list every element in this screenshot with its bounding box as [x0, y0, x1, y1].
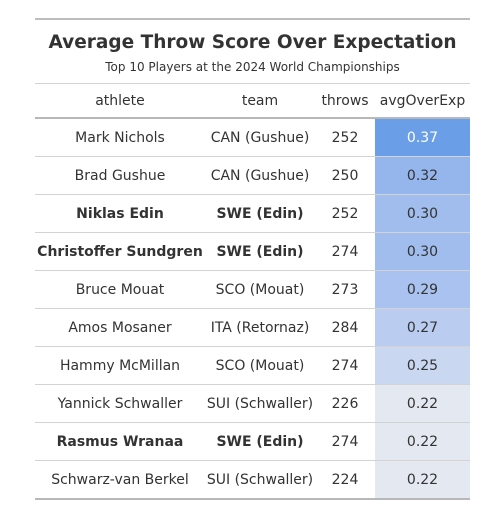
subtitle-rule	[35, 83, 470, 84]
throws-cell: 252	[315, 194, 375, 233]
team-cell: SWE (Edin)	[205, 422, 315, 461]
athlete-cell: Amos Mosaner	[35, 308, 205, 347]
score-table-container: Average Throw Score Over Expectation Top…	[35, 18, 470, 500]
throws-cell: 274	[315, 422, 375, 461]
avg-over-exp-cell: 0.25	[375, 346, 470, 385]
table-row: Niklas Edin SWE (Edin) 252 0.30	[35, 194, 470, 233]
table-row: Brad Gushue CAN (Gushue) 250 0.32	[35, 156, 470, 195]
avg-over-exp-cell: 0.32	[375, 156, 470, 195]
header-row: athlete team throws avgOverExp	[35, 84, 470, 119]
throws-cell: 226	[315, 384, 375, 423]
athlete-cell: Mark Nichols	[35, 118, 205, 157]
table-row: Schwarz-van Berkel SUI (Schwaller) 224 0.22	[35, 460, 470, 500]
player-table: athlete team throws avgOverExp Mark Nich…	[35, 84, 470, 500]
table-row: Hammy McMillan SCO (Mouat) 274 0.25	[35, 346, 470, 385]
athlete-cell: Schwarz-van Berkel	[35, 460, 205, 500]
throws-cell: 250	[315, 156, 375, 195]
athlete-cell: Niklas Edin	[35, 194, 205, 233]
team-cell: SUI (Schwaller)	[205, 384, 315, 423]
throws-cell: 284	[315, 308, 375, 347]
throws-cell: 274	[315, 232, 375, 271]
avg-over-exp-cell: 0.22	[375, 384, 470, 423]
table-row: Bruce Mouat SCO (Mouat) 273 0.29	[35, 270, 470, 309]
table-row: Rasmus Wranaa SWE (Edin) 274 0.22	[35, 422, 470, 461]
table-row: Amos Mosaner ITA (Retornaz) 284 0.27	[35, 308, 470, 347]
team-cell: CAN (Gushue)	[205, 118, 315, 157]
table-title: Average Throw Score Over Expectation	[48, 32, 457, 53]
team-cell: SUI (Schwaller)	[205, 460, 315, 500]
athlete-cell: Hammy McMillan	[35, 346, 205, 385]
column-header-athlete: athlete	[35, 84, 205, 119]
top-rule	[35, 18, 470, 20]
column-header-team: team	[205, 84, 315, 119]
column-header-avg-over-exp: avgOverExp	[375, 84, 470, 119]
table-row: Yannick Schwaller SUI (Schwaller) 226 0.22	[35, 384, 470, 423]
athlete-cell: Brad Gushue	[35, 156, 205, 195]
team-cell: ITA (Retornaz)	[205, 308, 315, 347]
throws-cell: 224	[315, 460, 375, 500]
athlete-cell: Bruce Mouat	[35, 270, 205, 309]
throws-cell: 274	[315, 346, 375, 385]
athlete-cell: Christoffer Sundgren	[35, 232, 205, 271]
team-cell: SCO (Mouat)	[205, 346, 315, 385]
athlete-cell: Yannick Schwaller	[35, 384, 205, 423]
athlete-cell: Rasmus Wranaa	[35, 422, 205, 461]
team-cell: CAN (Gushue)	[205, 156, 315, 195]
throws-cell: 252	[315, 118, 375, 157]
avg-over-exp-cell: 0.29	[375, 270, 470, 309]
team-cell: SWE (Edin)	[205, 232, 315, 271]
team-cell: SCO (Mouat)	[205, 270, 315, 309]
avg-over-exp-cell: 0.37	[375, 118, 470, 157]
avg-over-exp-cell: 0.30	[375, 194, 470, 233]
table-subtitle: Top 10 Players at the 2024 World Champio…	[105, 60, 400, 74]
avg-over-exp-cell: 0.22	[375, 422, 470, 461]
avg-over-exp-cell: 0.27	[375, 308, 470, 347]
team-cell: SWE (Edin)	[205, 194, 315, 233]
avg-over-exp-cell: 0.30	[375, 232, 470, 271]
table-row: Christoffer Sundgren SWE (Edin) 274 0.30	[35, 232, 470, 271]
table-row: Mark Nichols CAN (Gushue) 252 0.37	[35, 118, 470, 157]
avg-over-exp-cell: 0.22	[375, 460, 470, 500]
throws-cell: 273	[315, 270, 375, 309]
column-header-throws: throws	[315, 84, 375, 119]
